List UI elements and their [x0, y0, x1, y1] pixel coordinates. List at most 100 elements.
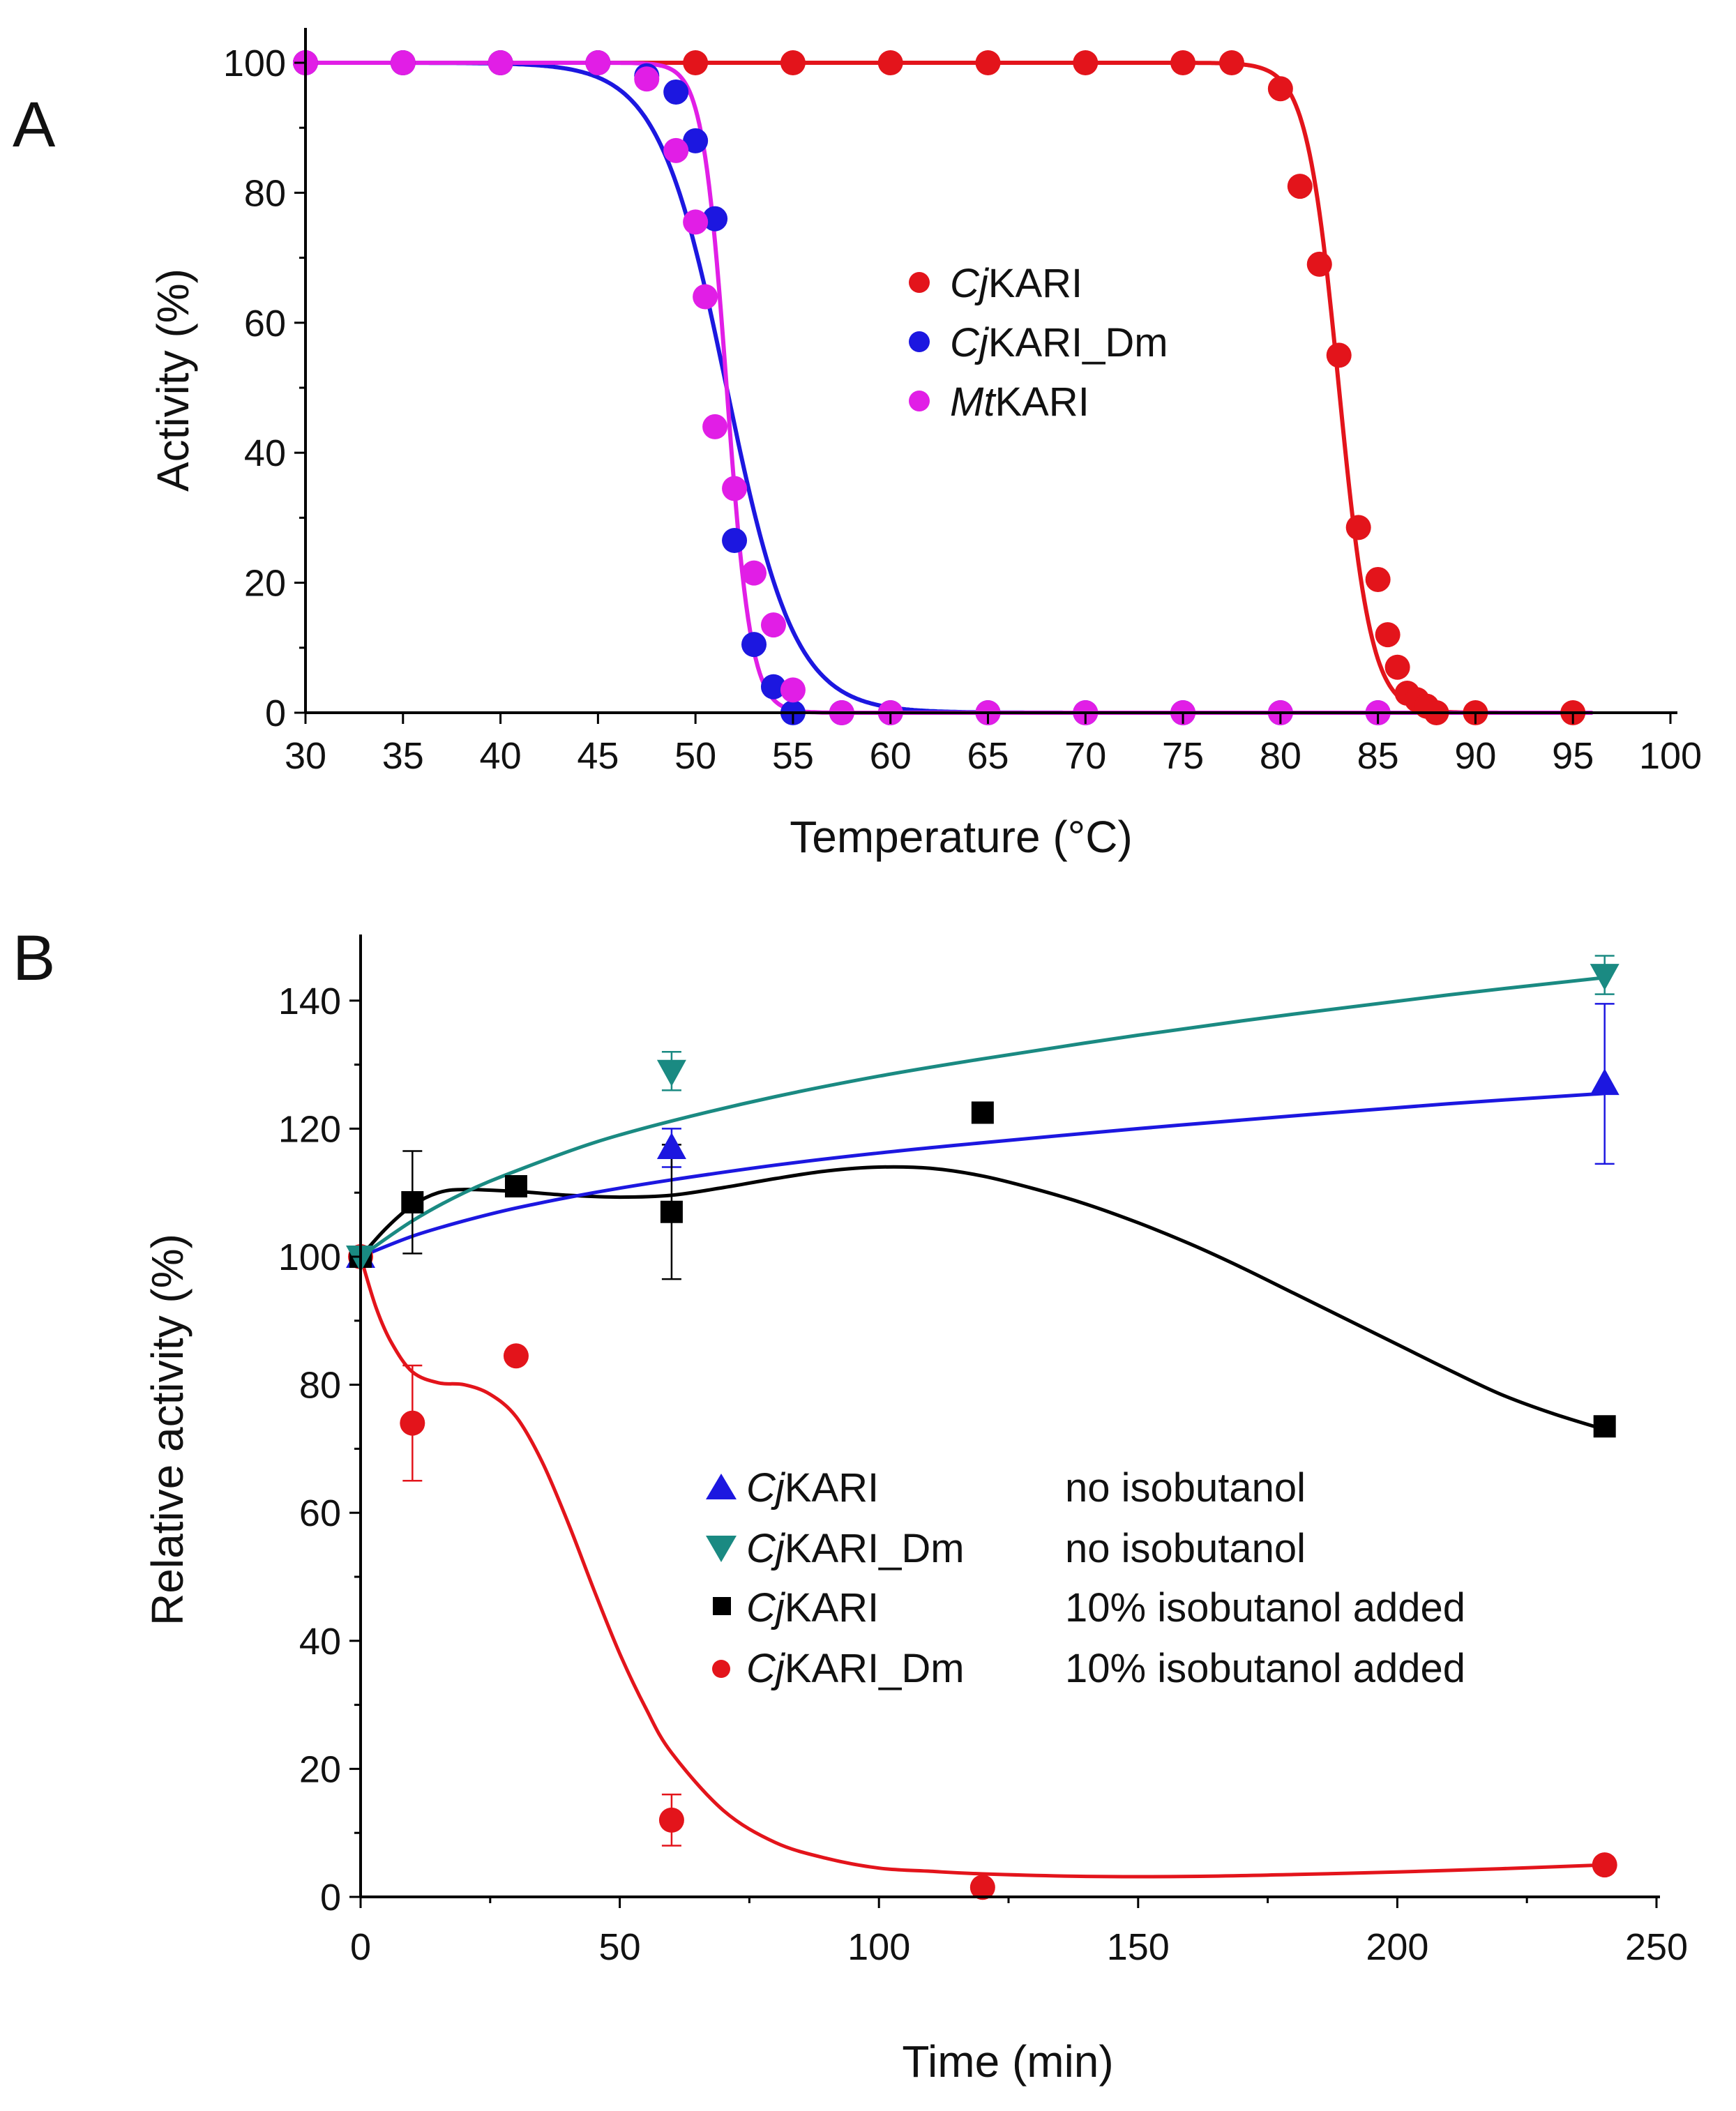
panel-a-point-mtkari [693, 284, 718, 310]
panel-b-x-tick-label: 100 [847, 1926, 910, 1968]
panel-a-point-mtkari [741, 560, 767, 586]
panel-b-legend-marker-circle [712, 1660, 730, 1678]
panel-b-legend-item-cjkaridm-no-isobutanol: CjKARI_Dm no isobutanol [706, 1526, 1306, 1571]
panel-a-point-cjkari [877, 50, 903, 75]
panel-b-y-tick-label: 20 [299, 1748, 341, 1790]
panel-a-point-cjkari [1384, 654, 1410, 680]
panel-a-point-mtkari [390, 50, 416, 75]
panel-a-x-tick-label: 60 [870, 735, 912, 777]
panel-b-axes: 0 50 100 150 200 250 0 20 40 60 80 100 120 140 [278, 935, 1688, 1968]
panel-b-x-tick-label: 50 [599, 1926, 641, 1968]
panel-b-point-cjkari-isobutanol [1593, 1415, 1616, 1438]
panel-b-legend-item-cjkaridm-isobutanol: CjKARI_Dm 10% isobutanol added [712, 1646, 1465, 1691]
panel-a-legend-item-cjkari: CjKARI [909, 261, 1082, 306]
panel-b-legend-label-2: CjKARI_Dm [746, 1526, 965, 1571]
panel-a-x-tick-label: 90 [1454, 735, 1496, 777]
panel-a-point-mtkari [634, 66, 660, 92]
panel-b-point-cjkari-isobutanol [660, 1200, 683, 1223]
panel-b-marks [346, 955, 1620, 1900]
panel-b-legend-marker-triangle-up [706, 1474, 737, 1499]
panel-a-x-tick-label: 40 [480, 735, 522, 777]
panel-a-fit-mtkari [305, 61, 1593, 715]
panel-a-point-mtkari [683, 209, 709, 235]
panel-b-point-cjkaridm-isobutanol [1592, 1852, 1617, 1878]
panel-a-point-cjkari-dm [663, 79, 689, 105]
panel-a-x-tick-label: 50 [674, 735, 716, 777]
panel-b-y-tick-label: 120 [278, 1108, 341, 1150]
panel-b-x-tick-label: 150 [1107, 1926, 1170, 1968]
panel-a-point-cjkari-dm [702, 206, 728, 232]
panel-b-point-cjkari-isobutanol [971, 1101, 994, 1124]
panel-a-point-cjkari-dm [683, 128, 709, 153]
panel-a-legend-label-cjkari-dm: CjKARI_Dm [950, 320, 1168, 365]
panel-a-point-mtkari [585, 50, 611, 75]
panel-a-legend-item-cjkari-dm: CjKARI_Dm [909, 320, 1168, 365]
panel-b-point-cjkari-no-isobutanol [1590, 1068, 1620, 1096]
panel-a-legend: CjKARI CjKARI_Dm MtKARI [909, 261, 1168, 425]
panel-a-letter: A [13, 89, 56, 160]
panel-a-point-cjkari-dm [760, 674, 786, 699]
panel-a-point-cjkari [1073, 50, 1099, 75]
panel-a-point-cjkari [1218, 50, 1244, 75]
panel-b-point-cjkaridm-isobutanol [503, 1343, 529, 1369]
panel-b-legend-marker-triangle-down [706, 1536, 737, 1562]
panel-b-fit-cjkari-isobutanol [359, 1165, 1606, 1432]
panel-a-x-tick-label: 30 [285, 735, 326, 777]
panel-a-x-tick-label: 95 [1552, 735, 1594, 777]
panel-a-legend-marker-mtkari [909, 391, 930, 411]
panel-a-point-mtkari [488, 50, 513, 75]
panel-a-legend-item-mtkari: MtKARI [909, 379, 1089, 425]
panel-b-point-cjkari-isobutanol [401, 1190, 424, 1213]
panel-a-legend-label-mtkari: MtKARI [950, 379, 1089, 425]
panel-a-point-cjkari [975, 50, 1001, 75]
panel-a-y-tick-label: 0 [265, 693, 286, 734]
panel-a-point-cjkari [1267, 76, 1293, 102]
panel-a-marks [293, 50, 1593, 725]
panel-b-fit-cjkaridm-no-isobutanol [359, 976, 1605, 1259]
panel-a-x-axis-label: Temperature (°C) [790, 812, 1133, 862]
panel-b-y-tick-label: 0 [320, 1877, 341, 1919]
panel-a-legend-label-cjkari: CjKARI [950, 261, 1082, 306]
panel-a-point-cjkari [1326, 342, 1352, 368]
panel-a-point-cjkari [1365, 566, 1391, 592]
panel-a-fit-cjkari-dm [305, 61, 1593, 715]
panel-b-legend-item-cjkari-no-isobutanol: CjKARI no isobutanol [706, 1465, 1306, 1511]
panel-a-y-tick-label: 60 [244, 303, 286, 345]
panel-a-point-mtkari [663, 137, 689, 163]
panel-b-y-axis-label: Relative activity (%) [142, 1234, 193, 1626]
panel-b-x-axis-label: Time (min) [902, 2036, 1113, 2087]
panel-b-legend-condition-2: no isobutanol [1065, 1526, 1306, 1571]
panel-a-x-tick-label: 85 [1357, 735, 1399, 777]
panel-b-y-tick-label: 60 [299, 1492, 341, 1534]
panel-b-legend-condition-4: 10% isobutanol added [1065, 1646, 1465, 1691]
panel-a-point-cjkari [1375, 622, 1401, 648]
panel-b-legend-label-4: CjKARI_Dm [746, 1646, 965, 1691]
panel-a-legend-marker-cjkari [909, 272, 930, 293]
panel-b-x-tick-label: 250 [1625, 1926, 1688, 1968]
panel-a-x-tick-label: 100 [1639, 735, 1702, 777]
panel-a-legend-marker-cjkari-dm [909, 331, 930, 352]
panel-b-point-cjkaridm-isobutanol [658, 1807, 684, 1833]
panel-a-x-tick-label: 80 [1260, 735, 1301, 777]
panel-b-legend-condition-3: 10% isobutanol added [1065, 1585, 1465, 1630]
panel-a-x-tick-label: 45 [577, 735, 619, 777]
panel-b-y-tick-label: 140 [278, 981, 341, 1022]
panel-b-point-cjkaridm-no-isobutanol [656, 1059, 686, 1087]
panel-b-legend-marker-square [713, 1597, 731, 1615]
panel-a-fit-cjkari [305, 61, 1593, 715]
panel-b-fit-cjkari-no-isobutanol [360, 1091, 1605, 1259]
panel-a-y-axis-label: Activity (%) [148, 268, 198, 492]
panel-b-y-tick-label: 80 [299, 1365, 341, 1407]
panel-b-point-cjkaridm-no-isobutanol [1590, 964, 1620, 991]
panel-b: B 0 50 100 150 200 250 0 20 40 60 80 100 120 140 Time… [13, 923, 1688, 2087]
panel-a-point-cjkari [1345, 515, 1371, 540]
panel-b-legend-condition-1: no isobutanol [1065, 1465, 1306, 1511]
panel-a-y-tick-label: 100 [223, 43, 286, 84]
panel-b-letter: B [13, 923, 55, 994]
panel-a-point-mtkari [702, 414, 728, 439]
panel-b-y-tick-label: 40 [299, 1621, 341, 1663]
panel-b-point-cjkari-no-isobutanol [656, 1132, 686, 1159]
panel-a-x-tick-label: 55 [772, 735, 814, 777]
panel-a-point-cjkari [1170, 50, 1196, 75]
